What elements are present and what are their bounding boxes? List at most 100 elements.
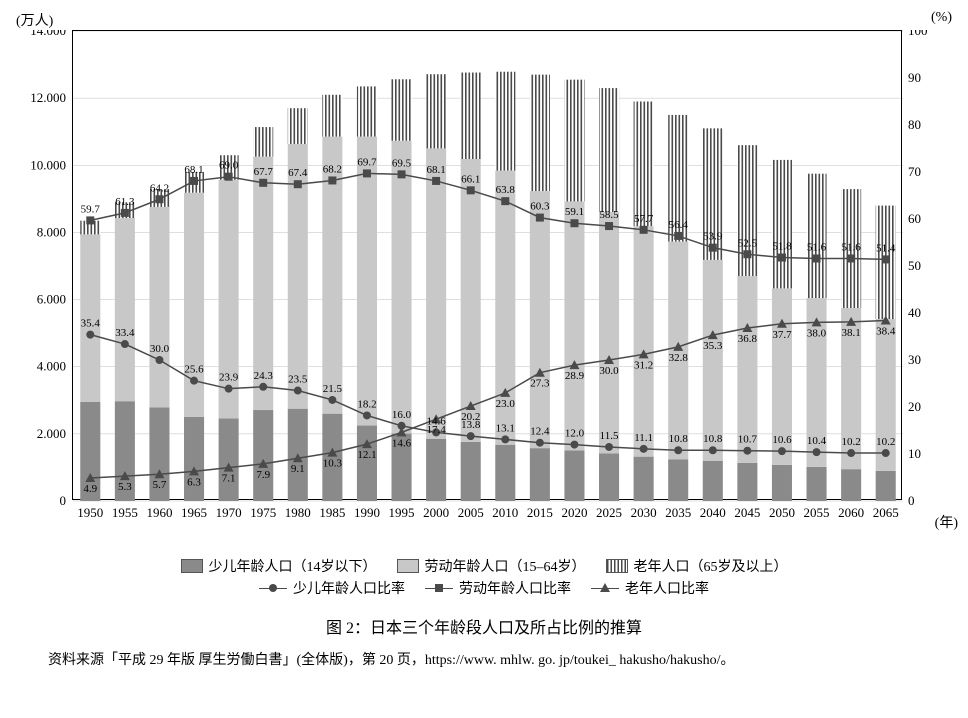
child-rate-value: 12.0 xyxy=(565,428,585,440)
work-rate-value: 69.7 xyxy=(357,156,377,168)
work-rate-marker xyxy=(536,214,544,222)
svg-text:50: 50 xyxy=(908,258,921,273)
work-rate-marker xyxy=(570,219,578,227)
bar-work xyxy=(634,226,654,457)
child-rate-value: 10.7 xyxy=(738,434,758,446)
bar-child xyxy=(807,467,827,501)
old-rate-value: 30.0 xyxy=(599,365,619,377)
child-rate-value: 10.4 xyxy=(807,435,827,447)
chart-container: (万人) (%) 59.761.364.268.169.067.767.468.… xyxy=(10,10,958,550)
work-rate-marker xyxy=(640,226,648,234)
work-rate-value: 51.6 xyxy=(842,241,862,253)
old-rate-value: 7.1 xyxy=(222,473,236,485)
old-rate-value: 17.4 xyxy=(427,424,447,436)
child-rate-marker xyxy=(882,449,890,457)
bar-old xyxy=(357,86,377,136)
bar-old xyxy=(461,73,481,159)
svg-text:10: 10 xyxy=(908,446,921,461)
bar-child xyxy=(668,459,688,501)
svg-text:2040: 2040 xyxy=(700,505,726,520)
child-rate-value: 23.9 xyxy=(219,372,239,384)
plot-svg: 59.761.364.268.169.067.767.468.269.769.5… xyxy=(73,31,903,525)
legend-label: 劳动年龄人口比率 xyxy=(459,578,571,598)
child-rate-marker xyxy=(674,446,682,454)
y-left-label: (万人) xyxy=(16,10,53,30)
work-rate-marker xyxy=(674,232,682,240)
svg-text:2050: 2050 xyxy=(769,505,795,520)
bar-work xyxy=(876,319,896,471)
svg-text:2055: 2055 xyxy=(804,505,830,520)
bar-old xyxy=(288,108,308,144)
bar-child xyxy=(737,463,757,501)
svg-text:1955: 1955 xyxy=(112,505,138,520)
bar-child xyxy=(841,469,861,501)
work-rate-value: 63.8 xyxy=(496,184,516,196)
legend-label: 老年人口（65岁及以上） xyxy=(634,556,788,576)
old-rate-value: 9.1 xyxy=(291,463,305,475)
child-rate-value: 33.4 xyxy=(115,327,135,339)
old-rate-line xyxy=(90,321,885,478)
svg-text:2030: 2030 xyxy=(631,505,657,520)
svg-text:14.000: 14.000 xyxy=(30,30,66,38)
svg-text:0: 0 xyxy=(908,493,915,508)
svg-text:20: 20 xyxy=(908,399,921,414)
work-rate-marker xyxy=(86,216,94,224)
child-rate-marker xyxy=(778,447,786,455)
bar-child xyxy=(703,461,723,501)
legend-bar-work: 劳动年龄人口（15–64岁） xyxy=(397,556,586,576)
work-rate-marker xyxy=(467,186,475,194)
svg-text:2.000: 2.000 xyxy=(37,426,66,441)
old-rate-value: 12.1 xyxy=(357,449,376,461)
child-rate-value: 10.6 xyxy=(772,434,792,446)
child-rate-value: 35.4 xyxy=(81,318,101,330)
svg-text:30: 30 xyxy=(908,352,921,367)
work-rate-marker xyxy=(155,195,163,203)
marker-work xyxy=(425,581,453,595)
svg-text:1970: 1970 xyxy=(216,505,242,520)
svg-text:1980: 1980 xyxy=(285,505,311,520)
svg-text:2010: 2010 xyxy=(492,505,518,520)
old-rate-value: 36.8 xyxy=(738,333,758,345)
work-rate-marker xyxy=(190,177,198,185)
legend-line-work: 劳动年龄人口比率 xyxy=(425,578,571,598)
work-rate-value: 68.1 xyxy=(184,164,203,176)
work-rate-value: 60.3 xyxy=(530,201,550,213)
plot-area: 59.761.364.268.169.067.767.468.269.769.5… xyxy=(72,30,902,500)
legend-label: 少儿年龄人口（14岁以下） xyxy=(209,556,377,576)
bar-old xyxy=(495,72,515,171)
x-axis-label: (年) xyxy=(935,512,958,532)
work-rate-marker xyxy=(709,244,717,252)
bar-old xyxy=(253,127,273,157)
child-rate-marker xyxy=(190,377,198,385)
svg-text:1965: 1965 xyxy=(181,505,207,520)
child-rate-marker xyxy=(536,439,544,447)
legend-label: 少儿年龄人口比率 xyxy=(293,578,405,598)
svg-text:40: 40 xyxy=(908,305,921,320)
work-rate-value: 51.8 xyxy=(772,241,792,253)
old-rate-value: 20.2 xyxy=(461,411,480,423)
child-rate-marker xyxy=(605,443,613,451)
svg-text:2045: 2045 xyxy=(734,505,760,520)
old-rate-value: 38.4 xyxy=(876,326,896,338)
child-rate-value: 10.2 xyxy=(842,436,861,448)
old-rate-value: 38.1 xyxy=(842,327,861,339)
work-rate-marker xyxy=(743,250,751,258)
old-rate-value: 38.0 xyxy=(807,327,827,339)
child-rate-marker xyxy=(328,396,336,404)
svg-text:2005: 2005 xyxy=(458,505,484,520)
bar-work xyxy=(461,159,481,442)
child-rate-value: 11.1 xyxy=(634,432,653,444)
bar-child xyxy=(876,471,896,501)
work-rate-marker xyxy=(121,209,129,217)
work-rate-value: 59.1 xyxy=(565,206,584,218)
work-rate-marker xyxy=(294,180,302,188)
svg-text:4.000: 4.000 xyxy=(37,359,66,374)
child-rate-value: 10.2 xyxy=(876,436,895,448)
svg-text:2000: 2000 xyxy=(423,505,449,520)
child-rate-marker xyxy=(155,356,163,364)
bar-old xyxy=(426,74,446,148)
legend-bars-row: 少儿年龄人口（14岁以下） 劳动年龄人口（15–64岁） 老年人口（65岁及以上） xyxy=(84,556,884,576)
svg-text:60: 60 xyxy=(908,211,921,226)
svg-text:10.000: 10.000 xyxy=(30,157,66,172)
child-rate-value: 24.3 xyxy=(254,370,274,382)
